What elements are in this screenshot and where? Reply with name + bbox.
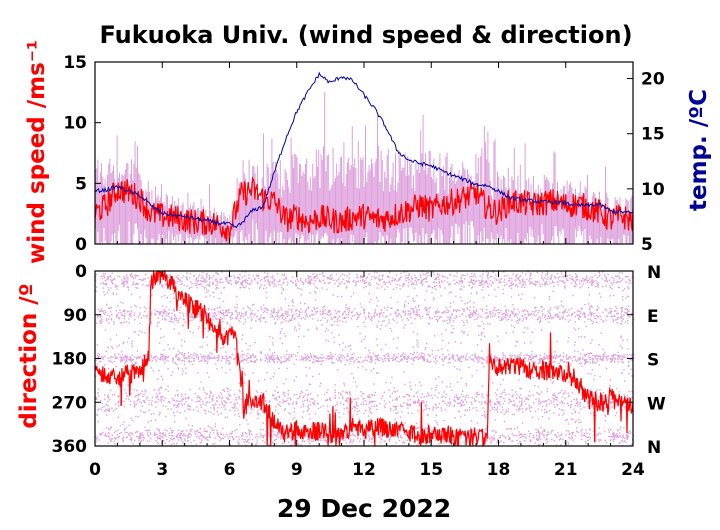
temperature-tick-label: 15	[641, 125, 665, 145]
compass-tick-label: W	[647, 394, 666, 414]
x-tick-label: 6	[224, 460, 236, 480]
compass-tick-label: E	[647, 307, 659, 327]
direction-tick-label: 360	[52, 437, 88, 457]
wind-direction-panel: 0 N 90 E 180 S 270 W 360 N direction /º	[16, 262, 666, 458]
compass-tick-label: S	[647, 351, 659, 371]
wind-direction-plot-area	[94, 269, 635, 448]
direction-scatter-series	[95, 270, 635, 447]
wind-speed-tick-label: 15	[63, 53, 87, 73]
wind-speed-series	[94, 176, 634, 243]
temperature-axis-label: temp. /ºC	[686, 89, 712, 211]
wind-speed-ticks: 0 5 10 15 5 10 15 20	[63, 53, 665, 255]
direction-tick-label: 180	[52, 350, 88, 370]
temperature-tick-label: 10	[641, 180, 665, 200]
wind-speed-tick-label: 0	[75, 235, 87, 255]
direction-series	[94, 269, 634, 448]
wind-speed-tick-label: 5	[75, 174, 87, 194]
x-tick-label: 21	[554, 460, 578, 480]
chart-title: Fukuoka Univ. (wind speed & direction)	[99, 21, 632, 49]
wind-speed-axis-label: wind speed /ms⁻¹	[24, 40, 50, 264]
x-axis-ticks: 0 3 6 9 12 15 18 21 24	[89, 62, 645, 480]
temperature-tick-label: 20	[641, 70, 665, 90]
date-label: 29 Dec 2022	[277, 494, 451, 523]
direction-tick-label: 0	[75, 262, 87, 282]
compass-tick-label: N	[647, 263, 661, 283]
wind-speed-plot-area	[94, 71, 634, 244]
x-tick-label: 12	[352, 460, 376, 480]
direction-tick-label: 90	[63, 306, 87, 326]
direction-tick-label: 270	[52, 393, 88, 413]
direction-axis-label: direction /º	[16, 283, 42, 428]
x-tick-label: 0	[89, 460, 101, 480]
wind-speed-tick-label: 10	[63, 114, 87, 134]
x-tick-label: 3	[156, 460, 168, 480]
wind-speed-panel: 0 5 10 15 5 10 15 20 wind speed /ms⁻¹ temp. /ºC	[24, 40, 712, 264]
x-tick-label: 9	[291, 460, 303, 480]
x-tick-label: 18	[487, 460, 511, 480]
x-tick-label: 24	[621, 460, 645, 480]
compass-tick-label: N	[647, 438, 661, 458]
x-tick-label: 15	[419, 460, 443, 480]
wind-direction-ticks: 0 N 90 E 180 S 270 W 360 N	[52, 262, 667, 458]
temperature-series	[94, 71, 634, 229]
temperature-tick-label: 5	[641, 235, 653, 255]
